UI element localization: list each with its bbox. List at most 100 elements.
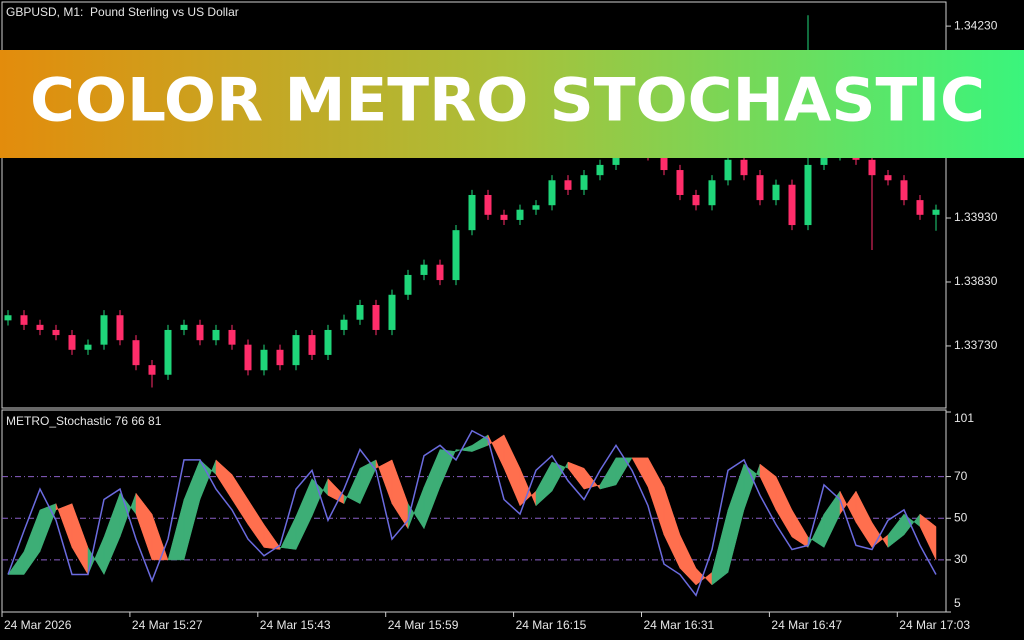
y-tick-label: 101: [954, 411, 974, 425]
band-segment: [759, 463, 777, 511]
candle-body: [68, 335, 76, 350]
band-segment: [567, 461, 585, 490]
band-segment: [295, 478, 313, 550]
band-segment: [647, 457, 665, 535]
candle-body: [212, 329, 220, 341]
band-segment: [135, 492, 153, 560]
candle-body: [420, 264, 428, 275]
x-tick-label: 24 Mar 15:43: [260, 618, 331, 632]
candle-body: [228, 329, 236, 345]
band-segment: [631, 457, 649, 488]
band-segment: [231, 473, 249, 526]
y-tick-label: 1.34230: [954, 18, 998, 32]
y-tick-label: 1.33730: [954, 338, 998, 352]
candle-body: [36, 324, 44, 330]
candle-body: [772, 184, 780, 201]
y-tick-label: 50: [954, 510, 968, 524]
candle-body: [724, 159, 732, 181]
band-segment: [343, 468, 361, 505]
x-tick-label: 24 Mar 2026: [4, 618, 72, 632]
candle-body: [660, 155, 668, 171]
candle-body: [308, 335, 316, 355]
candle-body: [404, 274, 412, 295]
candle-body: [740, 159, 748, 176]
candle-body: [756, 175, 764, 201]
band-segment: [183, 459, 201, 560]
band-segment: [39, 503, 57, 552]
candle-body: [484, 194, 492, 215]
band-segment: [327, 478, 345, 505]
candle-body: [292, 335, 300, 366]
x-tick-label: 24 Mar 15:59: [388, 618, 459, 632]
candle-body: [884, 175, 892, 181]
candle-body: [436, 264, 444, 281]
candle-body: [804, 164, 812, 226]
candle-body: [692, 194, 700, 206]
band-segment: [263, 523, 281, 550]
band-segment: [487, 434, 505, 469]
candle-body: [4, 315, 12, 321]
candle-body: [100, 315, 108, 345]
candle-body: [820, 155, 828, 165]
candle-body: [196, 324, 204, 341]
candle-body: [260, 349, 268, 371]
stochastic-line: [7, 429, 937, 597]
candle-body: [500, 214, 508, 220]
chart-title: GBPUSD, M1: Pound Sterling vs US Dollar: [6, 5, 239, 19]
y-tick-label: 30: [954, 552, 968, 566]
x-tick-label: 24 Mar 15:27: [132, 618, 203, 632]
band-segment: [615, 457, 633, 486]
price-pane: [1, 1, 947, 409]
band-segment: [247, 498, 265, 549]
band-segment: [279, 516, 297, 550]
candle-body: [452, 230, 460, 281]
band-segment: [823, 490, 841, 548]
y-tick-label: 1.33930: [954, 210, 998, 224]
candle-body: [548, 180, 556, 206]
band-segment: [855, 491, 873, 549]
candle-body: [116, 315, 124, 341]
band-segment: [503, 434, 521, 506]
indicator-title: METRO_Stochastic 76 66 81: [6, 414, 162, 428]
candle-body: [52, 329, 60, 336]
candle-body: [516, 209, 524, 220]
band-segment: [807, 513, 825, 548]
band-segment: [215, 459, 233, 501]
candle-body: [180, 324, 188, 330]
x-tick-label: 24 Mar 16:31: [644, 618, 715, 632]
band-segment: [711, 509, 729, 586]
candle-body: [596, 164, 604, 176]
candle-body: [324, 329, 332, 355]
candle-body: [356, 305, 364, 320]
candle-body: [708, 180, 716, 206]
candle-body: [244, 344, 252, 371]
band-segment: [663, 486, 681, 569]
candle-body: [468, 194, 476, 231]
x-tick-label: 24 Mar 16:15: [516, 618, 587, 632]
candle-body: [868, 159, 876, 176]
band-segment: [103, 493, 121, 575]
candle-body: [388, 294, 396, 330]
candle-body: [340, 319, 348, 330]
band-segment: [87, 536, 105, 576]
candle-body: [164, 329, 172, 375]
x-tick-label: 24 Mar 16:47: [771, 618, 842, 632]
y-tick-label: 70: [954, 469, 968, 483]
banner: [0, 50, 1024, 158]
candle-body: [564, 180, 572, 190]
band-segment: [519, 468, 537, 507]
band-segment: [423, 449, 441, 529]
candle-body: [580, 175, 588, 190]
y-tick-label: 1.33830: [954, 274, 998, 288]
band-segment: [903, 513, 921, 536]
candle-body: [900, 180, 908, 201]
banner-title: COLOR METRO STOCHASTIC: [30, 66, 985, 136]
band-segment: [599, 456, 617, 490]
y-tick-label: 5: [954, 596, 961, 610]
candle-body: [148, 365, 156, 375]
band-segment: [55, 503, 73, 548]
band-segment: [71, 503, 89, 576]
x-tick-label: 24 Mar 17:03: [899, 618, 970, 632]
